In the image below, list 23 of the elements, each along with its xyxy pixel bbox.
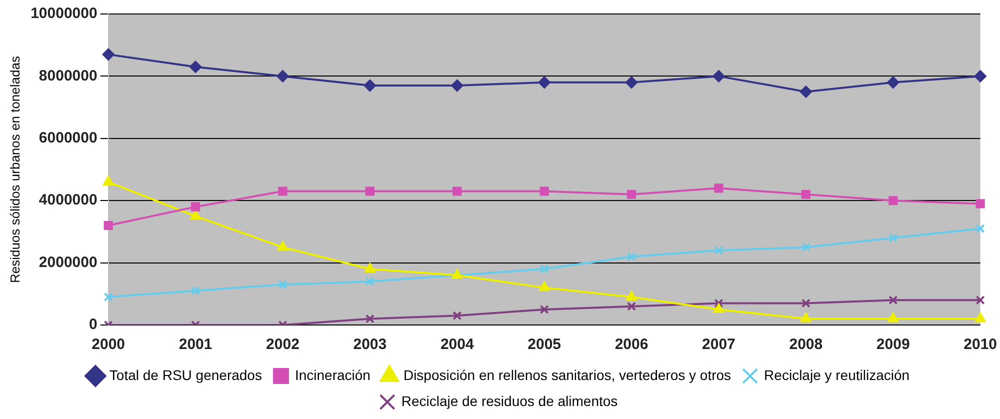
y-tick-label: 10000000 <box>30 5 98 22</box>
legend-label: Incineración <box>294 366 370 383</box>
x-tick-label: 2003 <box>353 336 387 354</box>
legend-label: Disposición en rellenos sanitarios, vertederos y otros <box>403 366 732 383</box>
y-tick-label: 0 <box>88 316 98 334</box>
x-tick-label: 2002 <box>266 336 300 354</box>
y-tick-label: 6000000 <box>38 130 98 147</box>
x-tick-label: 2009 <box>876 336 910 354</box>
x-tick-label: 2004 <box>440 336 474 354</box>
y-tick-label: 4000000 <box>38 192 98 209</box>
y-tick-label: 2000000 <box>38 254 98 271</box>
legend-label: Total de RSU generados <box>109 366 262 383</box>
x-tick-label: 2008 <box>789 336 823 354</box>
y-axis-title: Residuos sólidos urbanos en toneladas <box>7 56 22 283</box>
legend-label: Reciclaje y reutilización <box>764 366 910 383</box>
x-tick-label: 2010 <box>964 336 998 354</box>
x-tick-label: 2000 <box>92 336 126 354</box>
legend-label: Reciclaje de residuos de alimentos <box>401 392 618 409</box>
x-tick-label: 2005 <box>528 336 562 354</box>
y-tick-label: 8000000 <box>38 67 98 84</box>
x-tick-label: 2007 <box>702 336 736 354</box>
x-tick-label: 2006 <box>614 336 648 354</box>
x-tick-label: 2001 <box>178 336 212 354</box>
